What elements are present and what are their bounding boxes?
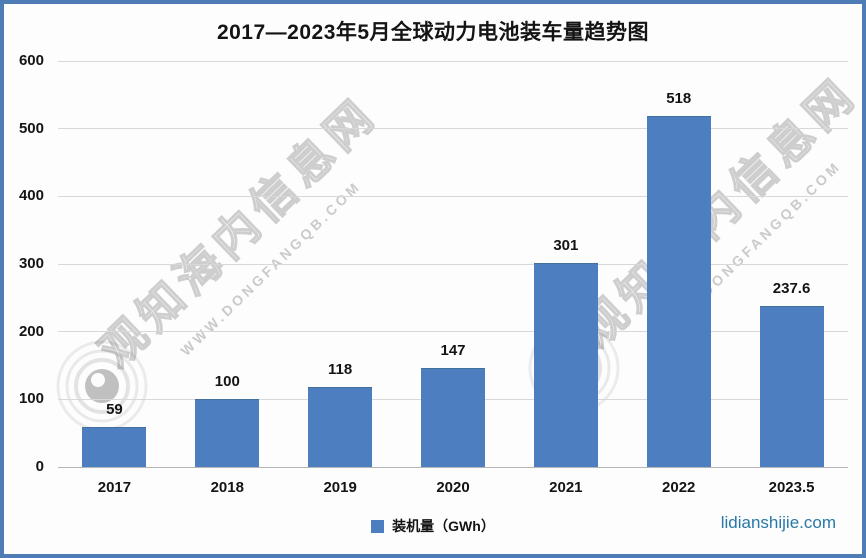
chart-title: 2017—2023年5月全球动力电池装车量趋势图 xyxy=(216,21,650,44)
x-tick-label: 2020 xyxy=(436,479,470,496)
y-tick-label: 0 xyxy=(35,458,44,475)
plot-area: 59 2017 100 2018 118 2019 147 2020 301 2021 518 202… xyxy=(58,60,848,496)
y-tick-label: 200 xyxy=(18,322,44,340)
gridline xyxy=(58,331,848,333)
legend-swatch-icon xyxy=(371,519,385,533)
y-tick-label: 100 xyxy=(18,390,44,408)
gridline xyxy=(58,466,848,468)
gridline xyxy=(58,60,848,62)
bar-value-label: 301 xyxy=(553,237,579,255)
bar xyxy=(82,427,147,467)
y-tick-label: 300 xyxy=(18,255,44,272)
legend: 装机量（GWh） xyxy=(4,516,862,536)
y-tick-label: 400 xyxy=(18,187,44,205)
x-tick-label: 2023.5 xyxy=(768,479,815,496)
bar-value-label: 118 xyxy=(328,361,353,379)
x-tick-label: 2017 xyxy=(97,479,132,496)
bar-value-label: 518 xyxy=(666,90,692,108)
x-tick-label: 2019 xyxy=(323,479,357,496)
gridline xyxy=(58,128,848,130)
site-watermark: lidianshijie.com xyxy=(720,513,836,532)
y-axis: 0 100 200 300 400 500 600 xyxy=(4,52,50,475)
bar-value-label: 237.6 xyxy=(772,280,811,298)
bar xyxy=(308,387,373,467)
gridline xyxy=(58,263,848,265)
bar-value-label: 147 xyxy=(440,341,466,359)
y-tick-label: 500 xyxy=(18,119,44,137)
bar-value-label: 100 xyxy=(214,373,240,391)
bar xyxy=(646,116,711,467)
x-tick-label: 2022 xyxy=(662,479,696,496)
bar xyxy=(195,399,260,467)
x-tick-label: 2021 xyxy=(549,479,583,496)
y-tick-label: 600 xyxy=(18,52,44,69)
bar-value-label: 59 xyxy=(106,401,123,419)
legend-label: 装机量（GWh） xyxy=(392,518,495,534)
bar xyxy=(421,367,485,467)
bar xyxy=(759,306,824,467)
x-tick-label: 2018 xyxy=(210,479,244,496)
bar xyxy=(533,263,598,467)
gridline xyxy=(58,195,848,197)
